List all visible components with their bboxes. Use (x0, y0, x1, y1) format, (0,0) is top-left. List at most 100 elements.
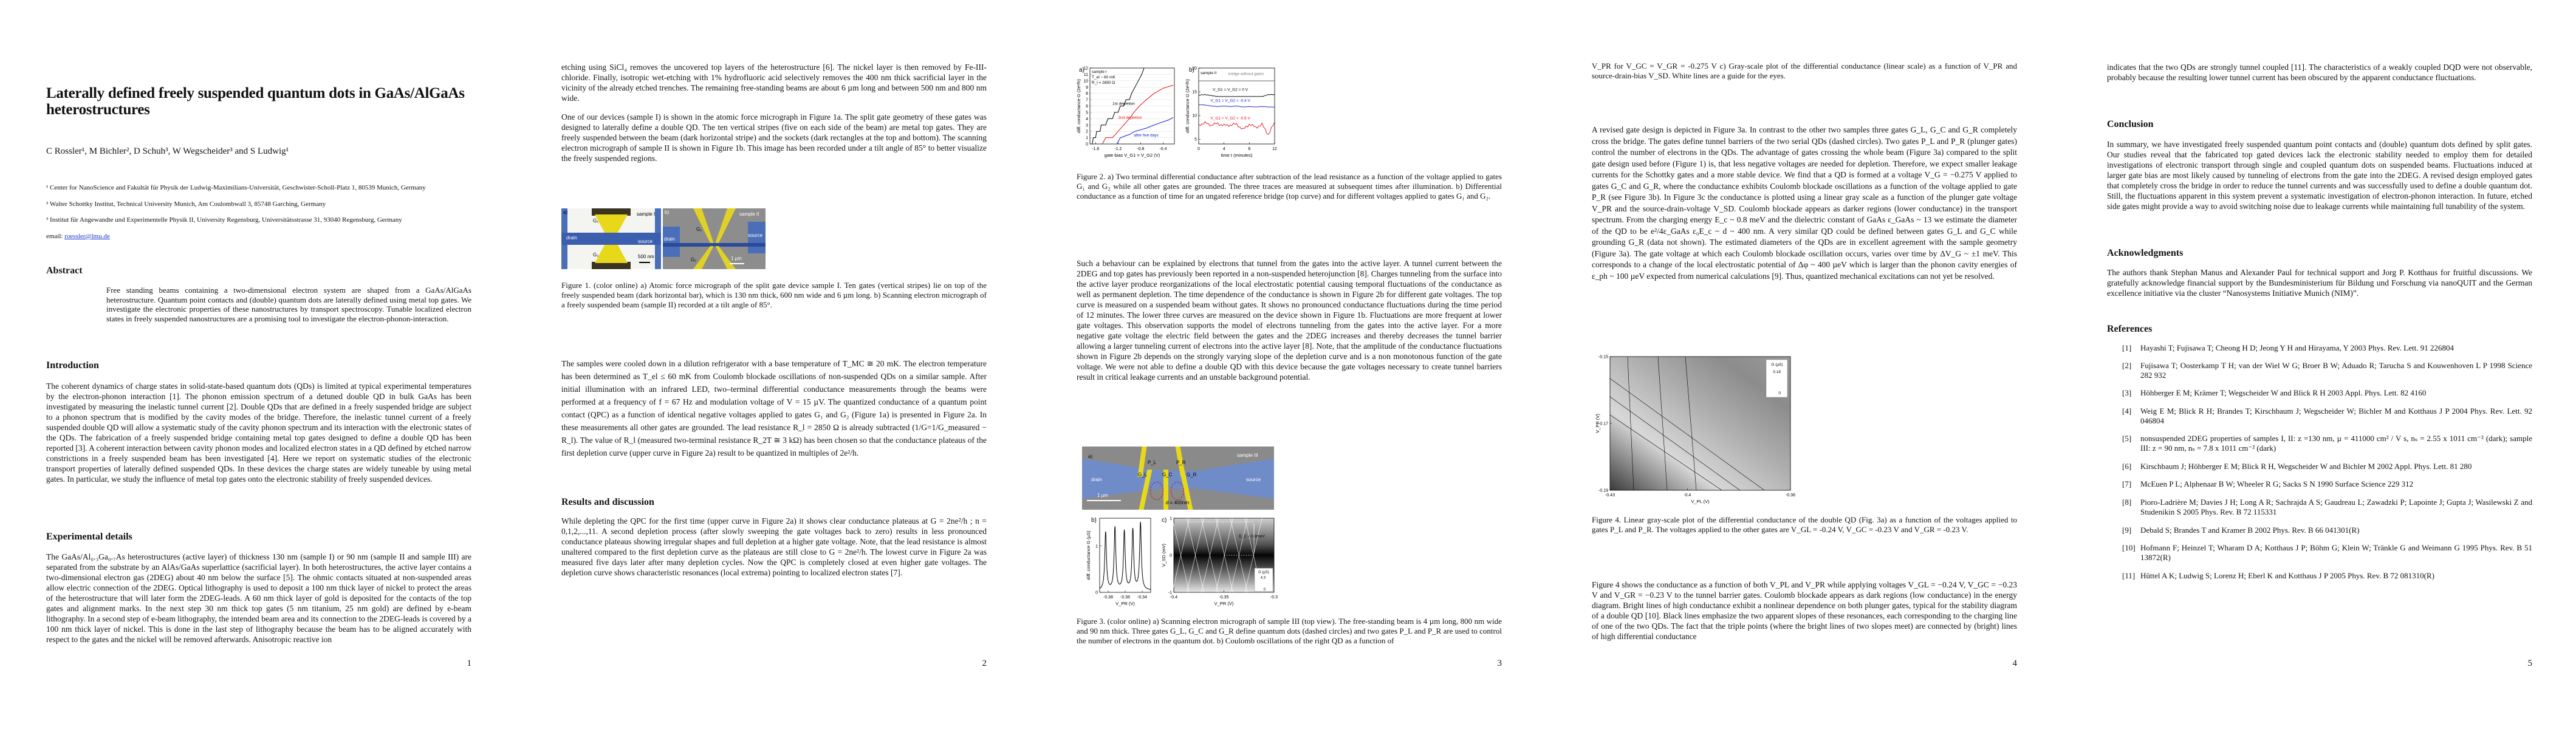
reference-number: [9] (2122, 525, 2132, 535)
x-tick-label: -1.6 (1092, 147, 1099, 151)
y-tick-label: 9 (1086, 86, 1088, 90)
x-axis-label: V_PL (V) (1691, 499, 1710, 504)
y-tick-label: 3 (1086, 123, 1088, 128)
reference-item: [4] Weig E M; Blick R H; Brandes T; Kirsc… (2122, 406, 2532, 426)
series-label: bridge without gates (1228, 72, 1264, 77)
page-1: Laterally defined freely suspended quant… (0, 0, 515, 729)
y-tick-label: 8 (1086, 92, 1088, 96)
reference-number: [8] (2122, 498, 2132, 507)
figure-1b-micrograph: b) sample II G₁ G₂ drain source 1 µm (663, 208, 766, 269)
reference-number: [5] (2122, 434, 2132, 443)
authors: C Rossler¹, M Bichler², D Schuh³, W Wegs… (46, 146, 289, 156)
paragraph: Such a behaviour can be explained by ele… (1077, 259, 1502, 382)
y-tick-label: 11 (1084, 73, 1088, 77)
series-line (1198, 94, 1275, 97)
page-3: -1.6 -1.2 -0.8 -0.4 0 1 2 3 4 5 6 7 8 9 10 11 12 gate bia… (1030, 0, 1546, 729)
figure-2-caption: Figure 2. a) Two terminal differential c… (1077, 172, 1502, 200)
reference-item: [6] Kirschbaum J; Höhberger E M; Blick R … (2122, 462, 2532, 471)
x-tick-label: -0.4 (1170, 595, 1177, 600)
reference-number: [4] (2122, 406, 2132, 416)
y-tick-label: 7 (1086, 98, 1088, 103)
conductance-trace (1099, 521, 1151, 590)
reference-text: Kirschbaum J; Höhberger E M; Blick R H, … (2140, 462, 2472, 471)
reference-item: [3] Höhberger E M; Krämer T; Wegscheider … (2122, 388, 2532, 398)
experimental-text: The GaAs/Al₀.₃Ga₀.₇As heterostructures (… (46, 552, 471, 644)
reference-item: [9] Debald S; Brandes T and Kramer B 2002… (2122, 525, 2532, 535)
x-tick-label: 4 (1223, 147, 1225, 151)
panel-label: b) (1091, 517, 1097, 524)
x-axis-label: gate bias V_G1 = V_G2 (V) (1105, 152, 1160, 158)
figure-3bc-chart: -0.38 -0.36 -0.34 0 1 V_PR (V) diff. conductan… (1086, 517, 1278, 607)
x-tick-label: -1.2 (1114, 147, 1122, 151)
y-tick-label: 10 (1083, 79, 1088, 83)
y-tick-label: 2 (1086, 130, 1088, 134)
gate-label-g2: G₂ (691, 257, 697, 262)
reference-text: Hayashi T; Fujisawa T; Cheong H D; Jeong… (2140, 343, 2454, 352)
y-tick-label: 10 (1192, 114, 1197, 118)
y-tick-label: 15 (1192, 91, 1197, 95)
gate-label-g2: G₂ (593, 252, 599, 258)
conclusion-text: In summary, we have investigated freely … (2107, 140, 2532, 211)
charging-line (1609, 396, 1741, 491)
panel-label: a) (1088, 454, 1093, 459)
paragraph: etching using SiCl₄ removes the uncovere… (561, 63, 987, 103)
x-axis-label: V_PR (V) (1214, 601, 1234, 606)
x-tick-label: -0.3 (1270, 595, 1278, 600)
x-tick-label: -0.8 (1137, 147, 1144, 151)
colorbar-min: 0 (1264, 588, 1266, 592)
gate-label-gc: G_C (1162, 472, 1173, 477)
y-tick-label: 5 (1086, 111, 1088, 115)
series-label: 1st depletion (1112, 101, 1135, 106)
panel-label: a) (563, 210, 568, 215)
scale-bar (730, 263, 744, 264)
annotation: T_el ~ 60 mK (1092, 75, 1116, 80)
x-tick-label: -0.35 (1219, 595, 1229, 600)
x-tick-label: -0.36 (1786, 493, 1795, 498)
charging-line (1627, 356, 1634, 491)
y-tick-label: 6 (1086, 104, 1088, 109)
colorbar-box (1766, 359, 1788, 398)
reference-item: [5] nonsuspended 2DEG properties of sampl… (2122, 434, 2532, 453)
gate-label-gr: G_R (1187, 472, 1197, 477)
gate-label-gl: G_L (1138, 472, 1148, 477)
series-label: V_G1 = V_G2 = 0 V (1213, 88, 1248, 92)
y-tick-label: 4 (1086, 117, 1088, 122)
y-tick-label: 0 (1095, 591, 1098, 595)
reference-item: [1] Hayashi T; Fujisawa T; Cheong H D; Je… (2122, 343, 2532, 353)
series-line (1198, 104, 1275, 108)
scale-bar-label: 500 nm (638, 254, 654, 259)
email-link[interactable]: roessler@lmu.de (64, 233, 110, 240)
drain-label: drain (1091, 477, 1102, 482)
reference-item: [2] Fujisawa T; Oosterkamp T H; van der W… (2122, 361, 2532, 380)
y-tick-label: -0.17 (1598, 422, 1608, 426)
figure-4-chart: -0.43 -0.4 -0.36 -0.15 -0.17 -0.19 V_PL (V) V_P… (1595, 355, 1795, 505)
email-label: email: (46, 233, 65, 240)
colorbar-label: G (µS) (1258, 570, 1269, 574)
x-tick-label: -0.4 (1159, 147, 1166, 151)
experimental-heading: Experimental details (46, 532, 132, 542)
figure-4-caption: Figure 4. Linear gray-scale plot of the … (1592, 515, 2017, 534)
y-tick-label: -1 (1168, 591, 1172, 595)
acknowledgments-text: The authors thank Stephan Manus and Alex… (2107, 268, 2532, 298)
page-number: 3 (1497, 659, 1502, 668)
reference-item: [8] Pioro-Ladrière M; Davies J H; Long A … (2122, 498, 2532, 517)
reference-number: [6] (2122, 462, 2132, 471)
reference-text: McEuen P L; Alphenaar B W; Wheeler R G; … (2140, 479, 2414, 488)
scale-bar (639, 262, 650, 263)
page-4: V_PR for V_GC = V_GR = -0.275 V c) Gray-… (1546, 0, 2061, 729)
introduction-text: The coherent dynamics of charge states i… (46, 382, 471, 484)
reference-text: Fujisawa T; Oosterkamp T H; van der Wiel… (2140, 361, 2532, 380)
page-number: 2 (982, 659, 987, 668)
reference-number: [7] (2122, 479, 2132, 488)
reference-item: [7] McEuen P L; Alphenaar B W; Wheeler R … (2122, 479, 2532, 489)
drain-label: drain (664, 236, 675, 242)
reference-text: Debald S; Brandes T and Kramer B 2002 Ph… (2140, 525, 2360, 535)
x-tick-label: 8 (1248, 147, 1250, 151)
quantum-dot-circle (1150, 482, 1163, 500)
series-line (1117, 117, 1174, 145)
reference-text: nonsuspended 2DEG properties of samples … (2140, 434, 2532, 453)
sample-label: sample III (1237, 453, 1258, 458)
paper-title: Laterally defined freely suspended quant… (46, 85, 465, 118)
panel-label: c) (1162, 517, 1166, 524)
